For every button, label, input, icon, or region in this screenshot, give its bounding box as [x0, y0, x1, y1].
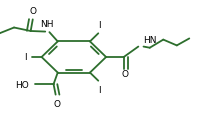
- Text: I: I: [98, 21, 101, 30]
- Text: O: O: [29, 7, 36, 16]
- Text: NH: NH: [41, 20, 54, 29]
- Text: I: I: [24, 53, 27, 62]
- Text: HO: HO: [15, 80, 28, 89]
- Text: I: I: [98, 85, 101, 94]
- Text: O: O: [121, 69, 128, 78]
- Text: O: O: [53, 99, 60, 108]
- Text: HN: HN: [144, 36, 157, 45]
